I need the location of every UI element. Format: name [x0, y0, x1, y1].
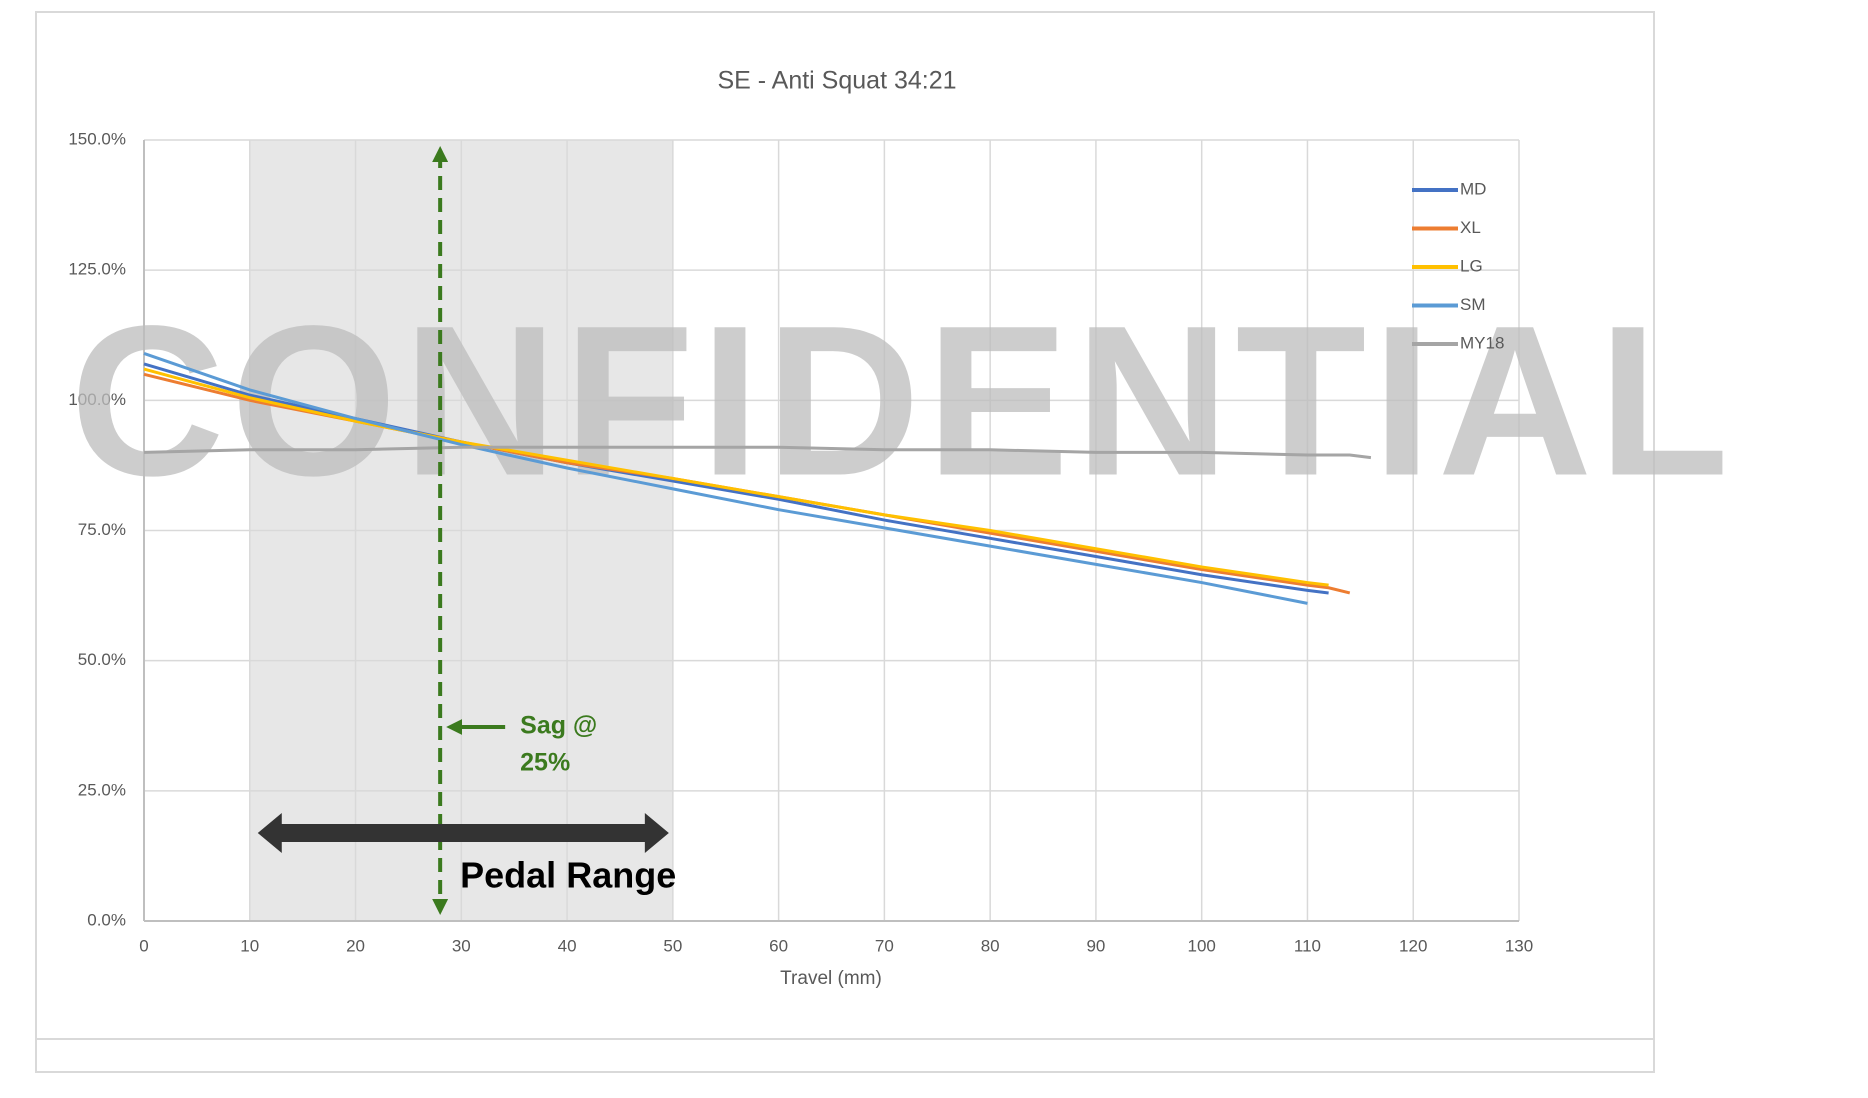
x-tick-label: 100 [1188, 936, 1216, 955]
y-tick-label: 50.0% [78, 650, 126, 669]
legend-label: LG [1460, 256, 1483, 275]
series-line [143, 367, 1329, 587]
x-tick-label: 120 [1399, 936, 1427, 955]
y-tick-label: 150.0% [68, 129, 126, 148]
x-tick-label: 110 [1294, 936, 1321, 955]
series-line [143, 445, 1372, 460]
y-tick-label: 0.0% [87, 910, 126, 929]
y-tick-label: 100.0% [68, 390, 126, 409]
x-tick-label: 10 [240, 936, 259, 955]
x-tick-label: 80 [981, 936, 1000, 955]
x-tick-label: 40 [558, 936, 577, 955]
y-tick-label: 25.0% [78, 780, 126, 799]
x-tick-label: 20 [346, 936, 365, 955]
chart-title: SE - Anti Squat 34:21 [717, 67, 956, 95]
x-tick-label: 90 [1086, 936, 1105, 955]
pedal-range-arrow [257, 813, 669, 853]
x-tick-label: 70 [875, 936, 894, 955]
sag-label: Sag @ [520, 712, 597, 740]
series-line [143, 352, 1308, 605]
watermark: CONFIDENTIAL [70, 282, 1735, 521]
legend-label: SM [1460, 295, 1486, 314]
legend-label: MY18 [1460, 333, 1504, 352]
x-tick-label: 130 [1505, 936, 1533, 955]
pedal-range-label: Pedal Range [460, 855, 676, 896]
x-tick-label: 0 [139, 936, 148, 955]
x-tick-label: 50 [663, 936, 682, 955]
x-axis-title: Travel (mm) [780, 968, 882, 989]
x-tick-label: 30 [452, 936, 471, 955]
y-tick-label: 75.0% [78, 520, 126, 539]
legend-label: XL [1460, 218, 1481, 237]
legend-label: MD [1460, 179, 1486, 198]
sag-label: 25% [520, 749, 570, 777]
x-tick-label: 60 [769, 936, 788, 955]
y-tick-label: 125.0% [68, 260, 126, 279]
